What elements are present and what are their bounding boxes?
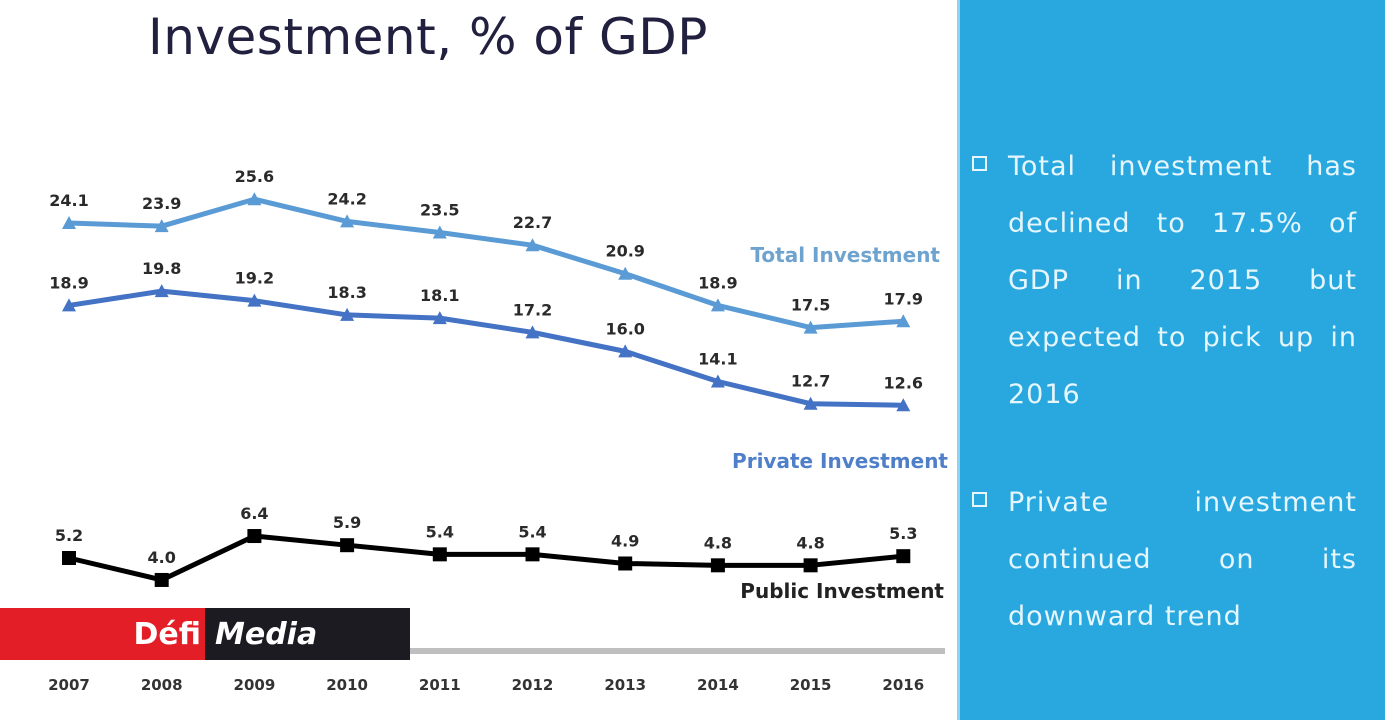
- public-investment-data-label: 5.2: [55, 526, 83, 545]
- public-investment-marker: [247, 529, 262, 544]
- public-investment-marker: [896, 549, 911, 564]
- public-investment-data-label: 6.4: [240, 504, 268, 523]
- x-tick-label: 2011: [419, 676, 461, 694]
- public-investment-marker: [62, 551, 76, 565]
- public-investment-data-label: 4.0: [148, 548, 176, 567]
- private-investment-marker: [803, 396, 818, 410]
- private-investment-marker: [247, 293, 262, 307]
- private-investment-data-label: 19.8: [142, 259, 181, 278]
- total-investment-marker: [896, 314, 911, 328]
- watermark-defi: Défi: [0, 608, 205, 660]
- x-tick-label: 2009: [234, 676, 276, 694]
- legend-public-investment: Public Investment: [740, 579, 944, 603]
- commentary-bullet: Private investment continued on its down…: [972, 474, 1357, 645]
- public-investment-marker: [710, 558, 725, 573]
- x-tick-label: 2015: [790, 676, 832, 694]
- private-investment-marker: [154, 284, 169, 298]
- private-investment-marker: [618, 344, 633, 358]
- commentary-panel: Total investment has declined to 17.5% o…: [957, 0, 1385, 720]
- private-investment-marker: [525, 325, 540, 339]
- legend-total-investment: Total Investment: [750, 243, 940, 267]
- public-investment-data-label: 5.9: [333, 513, 361, 532]
- x-tick-label: 2014: [697, 676, 739, 694]
- commentary-bullet: Total investment has declined to 17.5% o…: [972, 138, 1357, 423]
- total-investment-marker: [432, 225, 447, 239]
- private-investment-data-label: 17.2: [513, 300, 552, 319]
- total-investment-data-label: 23.9: [142, 194, 181, 213]
- total-investment-data-label: 17.9: [884, 289, 923, 308]
- private-investment-data-label: 18.3: [327, 283, 366, 302]
- public-investment-data-label: 4.8: [704, 533, 732, 552]
- total-investment-data-label: 20.9: [605, 242, 644, 261]
- public-investment-data-label: 5.4: [426, 522, 454, 541]
- private-investment-marker: [62, 298, 76, 312]
- private-investment-marker: [896, 398, 911, 412]
- public-investment-marker: [340, 538, 355, 553]
- total-investment-marker: [154, 219, 169, 233]
- total-investment-marker: [710, 298, 725, 312]
- total-investment-data-label: 23.5: [420, 201, 459, 220]
- total-investment-marker: [247, 192, 262, 206]
- total-investment-data-label: 24.2: [327, 189, 366, 208]
- public-investment-line: [68, 533, 904, 583]
- data-label-layer: 24.1 23.9 25.6 24.2 23.5 22.7 20.9 18.9 17.5 17.9…: [49, 167, 923, 567]
- watermark-media: Media: [205, 608, 410, 660]
- total-investment-data-label: 25.6: [235, 167, 274, 186]
- public-investment-marker: [803, 558, 818, 573]
- legend-private-investment: Private Investment: [732, 449, 948, 473]
- private-investment-line: [68, 288, 904, 408]
- public-investment-data-label: 4.8: [796, 533, 824, 552]
- total-investment-data-label: 24.1: [49, 191, 88, 210]
- public-investment-marker: [525, 547, 540, 562]
- private-investment-data-label: 14.1: [698, 350, 737, 369]
- private-investment-marker: [340, 307, 355, 321]
- private-investment-data-label: 12.6: [884, 373, 923, 392]
- private-investment-data-label: 18.9: [49, 273, 88, 292]
- total-investment-marker: [525, 238, 540, 252]
- chart-area: Investment, % of GDP 24.1 23.9 25.6 24.2 23.…: [0, 8, 949, 694]
- x-tick-label: 2010: [326, 676, 368, 694]
- public-investment-marker: [618, 556, 633, 571]
- public-investment-marker: [154, 572, 169, 587]
- private-investment-marker: [710, 374, 725, 388]
- private-investment-data-label: 18.1: [420, 286, 459, 305]
- total-investment-data-label: 18.9: [698, 273, 737, 292]
- line-chart: 24.1 23.9 25.6 24.2 23.5 22.7 20.9 18.9 17.5 17.9…: [48, 167, 948, 694]
- public-investment-data-label: 4.9: [611, 531, 639, 550]
- total-investment-marker: [340, 214, 355, 228]
- chart-title: Investment, % of GDP: [148, 8, 708, 66]
- total-investment-data-label: 22.7: [513, 213, 552, 232]
- x-tick-label: 2012: [512, 676, 554, 694]
- public-investment-data-label: 5.4: [518, 522, 546, 541]
- private-investment-data-label: 19.2: [235, 269, 274, 288]
- total-investment-marker: [62, 216, 76, 229]
- public-investment-data-label: 5.3: [889, 524, 917, 543]
- private-investment-data-label: 12.7: [791, 372, 830, 391]
- x-tick-label: 2007: [48, 676, 90, 694]
- x-tick-label: 2016: [882, 676, 924, 694]
- private-investment-marker: [432, 311, 447, 325]
- x-tick-label: 2008: [141, 676, 183, 694]
- defi-media-watermark: Défi Media: [0, 608, 410, 660]
- checkbox-icon: [972, 492, 987, 507]
- checkbox-icon: [972, 156, 987, 171]
- bullet-text: Private investment continued on its down…: [1008, 487, 1357, 632]
- total-investment-line: [68, 196, 904, 331]
- series-layer: [62, 192, 911, 587]
- total-investment-data-label: 17.5: [791, 296, 830, 315]
- x-tick-layer: 2007 2008 2009 2010 2011 2012 2013 2014 2015 2016: [48, 676, 924, 694]
- private-investment-data-label: 16.0: [605, 319, 644, 338]
- x-tick-label: 2013: [604, 676, 646, 694]
- total-investment-marker: [618, 266, 633, 280]
- total-investment-marker: [803, 320, 818, 334]
- bullet-text: Total investment has declined to 17.5% o…: [1008, 151, 1357, 410]
- public-investment-marker: [432, 547, 447, 562]
